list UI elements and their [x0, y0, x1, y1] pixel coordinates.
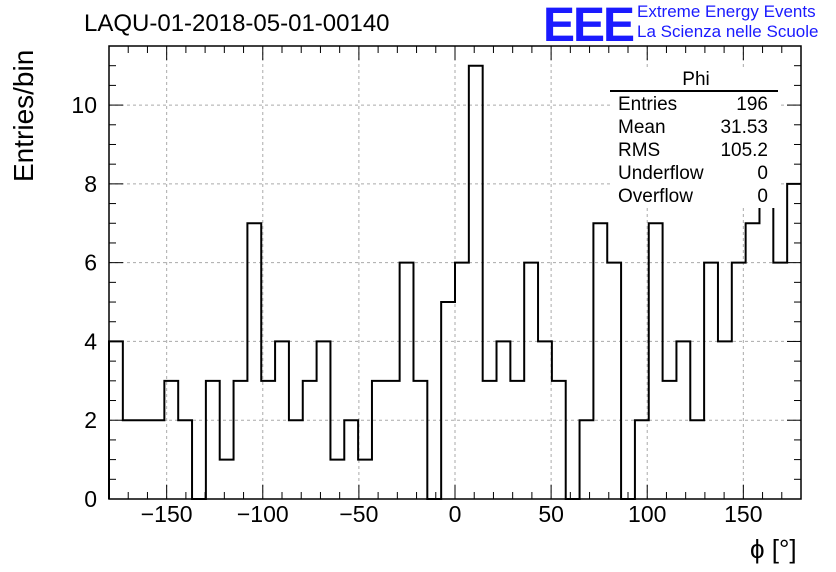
- histogram-bin: [317, 341, 331, 499]
- stats-label: Mean: [618, 117, 666, 138]
- logo-caption-line2: La Scienza nelle Scuole: [637, 22, 819, 41]
- stats-label: RMS: [618, 140, 661, 161]
- histogram-bin: [137, 420, 151, 499]
- histogram-bin: [178, 420, 192, 499]
- histogram-bin: [676, 341, 690, 499]
- histogram-bin: [635, 420, 649, 499]
- x-tick-label: 100: [628, 501, 666, 527]
- histogram-bin: [275, 341, 289, 499]
- histogram-bin: [746, 223, 760, 499]
- histogram-bin: [151, 420, 165, 499]
- histogram-bin: [413, 381, 427, 499]
- stats-row-rms: RMS 105.2: [610, 139, 778, 162]
- y-tick-label: 2: [84, 407, 97, 433]
- logo-caption: Extreme Energy Events La Scienza nelle S…: [637, 2, 818, 42]
- stats-value: 105.2: [720, 140, 768, 161]
- histogram-bin: [303, 381, 317, 499]
- stats-value: 31.53: [720, 117, 768, 138]
- histogram-bin: [607, 263, 621, 499]
- x-tick-label: 150: [724, 501, 762, 527]
- histogram-bin: [510, 381, 524, 499]
- stats-value: 0: [757, 163, 768, 184]
- stats-row-mean: Mean 31.53: [610, 116, 778, 139]
- histogram-bin: [663, 381, 677, 499]
- histogram-bin: [552, 381, 566, 499]
- histogram-bin: [469, 66, 483, 499]
- y-axis-label-wrap: Entries/bin: [8, 50, 42, 183]
- histogram-bin: [358, 460, 372, 499]
- histogram-bin: [441, 302, 455, 499]
- histogram-bin: [538, 341, 552, 499]
- histogram-bin: [164, 381, 178, 499]
- x-tick-label: −50: [339, 501, 378, 527]
- histogram-bin: [386, 381, 400, 499]
- histogram-bin: [289, 420, 303, 499]
- histogram-bin: [123, 420, 137, 499]
- y-tick-label: 6: [84, 250, 97, 276]
- x-tick-label: 50: [538, 501, 564, 527]
- histogram-bin: [344, 420, 358, 499]
- histogram-bin: [787, 184, 801, 499]
- histogram-bin: [261, 381, 275, 499]
- histogram-bin: [247, 223, 261, 499]
- y-tick-label: 10: [71, 92, 97, 118]
- histogram-bin: [483, 381, 497, 499]
- histogram-bin: [704, 263, 718, 499]
- histogram-bin: [234, 381, 248, 499]
- histogram-bin: [690, 420, 704, 499]
- stats-label: Overflow: [618, 186, 693, 207]
- stats-value: 0: [757, 186, 768, 207]
- eee-logo: EEE: [543, 0, 635, 52]
- histogram-bin: [580, 420, 594, 499]
- plot-frame: [108, 45, 802, 500]
- histogram-bin: [109, 341, 123, 499]
- histogram-bin: [649, 223, 663, 499]
- y-axis-label: Entries/bin: [8, 49, 39, 182]
- stats-row-entries: Entries 196: [610, 93, 778, 116]
- histogram-bin: [372, 381, 386, 499]
- y-tick-label: 8: [84, 171, 97, 197]
- histogram-bin: [497, 341, 511, 499]
- histogram-bin: [455, 263, 469, 499]
- chart-title: LAQU-01-2018-05-01-00140: [84, 10, 390, 37]
- stats-title: Phi: [610, 70, 778, 92]
- x-tick-label: 0: [449, 501, 462, 527]
- histogram-bin: [718, 341, 732, 499]
- stats-label: Underflow: [618, 163, 704, 184]
- histogram-bin: [220, 460, 234, 499]
- stats-value: 196: [736, 94, 768, 115]
- stats-row-underflow: Underflow 0: [610, 162, 778, 185]
- histogram-bin: [732, 263, 746, 499]
- histogram-bin: [330, 460, 344, 499]
- x-tick-label: −150: [141, 501, 193, 527]
- logo-caption-line1: Extreme Energy Events: [637, 2, 816, 21]
- stats-row-overflow: Overflow 0: [610, 185, 778, 208]
- y-tick-label: 0: [84, 486, 97, 512]
- histogram-bin: [206, 381, 220, 499]
- stats-box: Phi Entries 196 Mean 31.53 RMS 105.2 Und…: [610, 70, 778, 208]
- y-tick-label: 4: [84, 328, 97, 354]
- histogram-bin: [524, 263, 538, 499]
- histogram-bin: [400, 263, 414, 499]
- histogram-bin: [773, 263, 787, 499]
- histogram-series-line: [108, 64, 801, 500]
- x-axis-label: ϕ [°]: [750, 534, 797, 564]
- x-tick-label: −100: [237, 501, 289, 527]
- histogram-bin: [593, 223, 607, 499]
- stats-label: Entries: [618, 94, 678, 115]
